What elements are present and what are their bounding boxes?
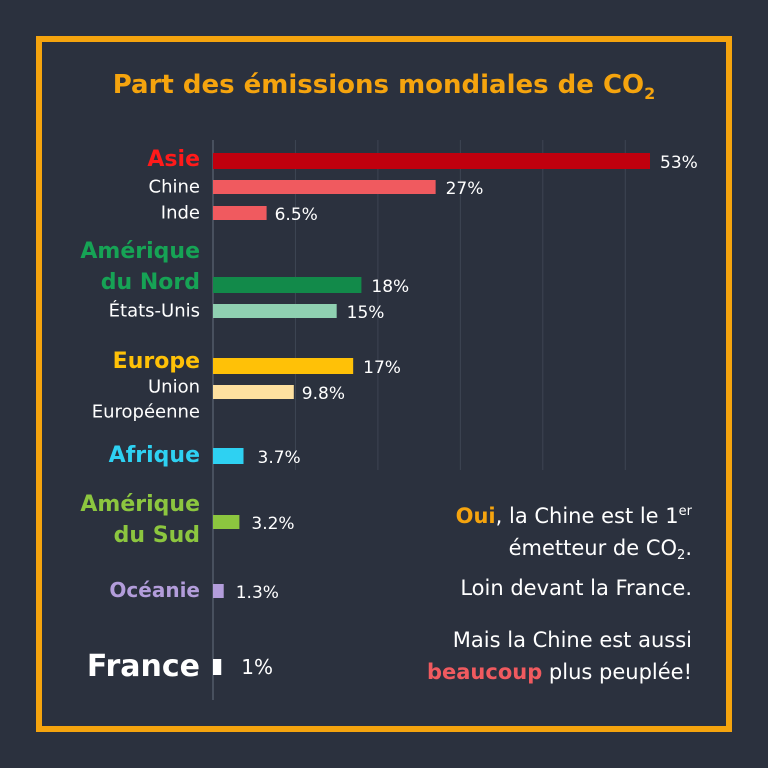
bar xyxy=(213,584,224,598)
note-superscript: er xyxy=(678,504,692,519)
bar xyxy=(213,277,362,293)
note-line-1-text: , la Chine est le 1 xyxy=(495,504,679,528)
category-label: du Sud xyxy=(114,523,200,548)
bar xyxy=(213,385,294,399)
title-text: Part des émissions mondiales de CO xyxy=(112,70,645,100)
bar xyxy=(213,448,244,464)
note-line-2-end: . xyxy=(685,536,692,560)
title-subscript: 2 xyxy=(644,84,656,103)
bar xyxy=(213,515,240,529)
note-line-3: Loin devant la France. xyxy=(460,576,692,600)
category-label: Amérique xyxy=(80,239,200,264)
note-oui: Oui xyxy=(455,504,496,528)
category-label: Asie xyxy=(147,147,200,172)
category-label: Chine xyxy=(149,176,200,197)
category-label: Européenne xyxy=(92,401,200,422)
note-beaucoup: beaucoup xyxy=(426,660,543,684)
annotation-text: Oui, la Chine est le 1er émetteur de CO2… xyxy=(352,496,692,688)
data-label: 17% xyxy=(363,358,401,378)
chart-title: Part des émissions mondiales de CO2 xyxy=(0,70,768,103)
data-label: 27% xyxy=(446,179,484,199)
note-subscript: 2 xyxy=(677,548,686,563)
category-label: Inde xyxy=(161,202,200,223)
bar xyxy=(213,358,354,374)
category-label: Afrique xyxy=(109,443,200,468)
category-label: Océanie xyxy=(109,578,200,602)
category-label: Europe xyxy=(113,349,200,374)
category-label: Amérique xyxy=(80,492,200,517)
bar xyxy=(213,153,650,169)
note-line-1: Oui, la Chine est le 1er xyxy=(352,496,692,532)
note-line-5: beaucoup plus peuplée! xyxy=(352,656,692,688)
category-label: Union xyxy=(148,376,200,397)
category-label: France xyxy=(87,649,200,684)
data-label: 1.3% xyxy=(236,583,279,603)
data-label: 9.8% xyxy=(302,384,345,404)
category-label: du Nord xyxy=(101,270,200,295)
note-line-2: émetteur de CO2. xyxy=(352,532,692,572)
data-label: 3.2% xyxy=(251,514,294,534)
bar xyxy=(213,304,337,318)
data-label: 1% xyxy=(241,655,273,679)
note-line-2-text: émetteur de CO xyxy=(508,536,678,560)
frame-border xyxy=(36,36,732,732)
note-line-4: Mais la Chine est aussi xyxy=(452,628,692,652)
data-label: 15% xyxy=(347,303,385,323)
bar xyxy=(213,206,267,220)
category-label: États-Unis xyxy=(109,299,200,321)
data-label: 18% xyxy=(371,277,409,297)
note-line-5-text: plus peuplée! xyxy=(542,660,692,684)
data-label: 53% xyxy=(660,153,698,173)
bar xyxy=(213,659,222,675)
bar xyxy=(213,180,436,194)
data-label: 3.7% xyxy=(258,448,301,468)
data-label: 6.5% xyxy=(275,205,318,225)
